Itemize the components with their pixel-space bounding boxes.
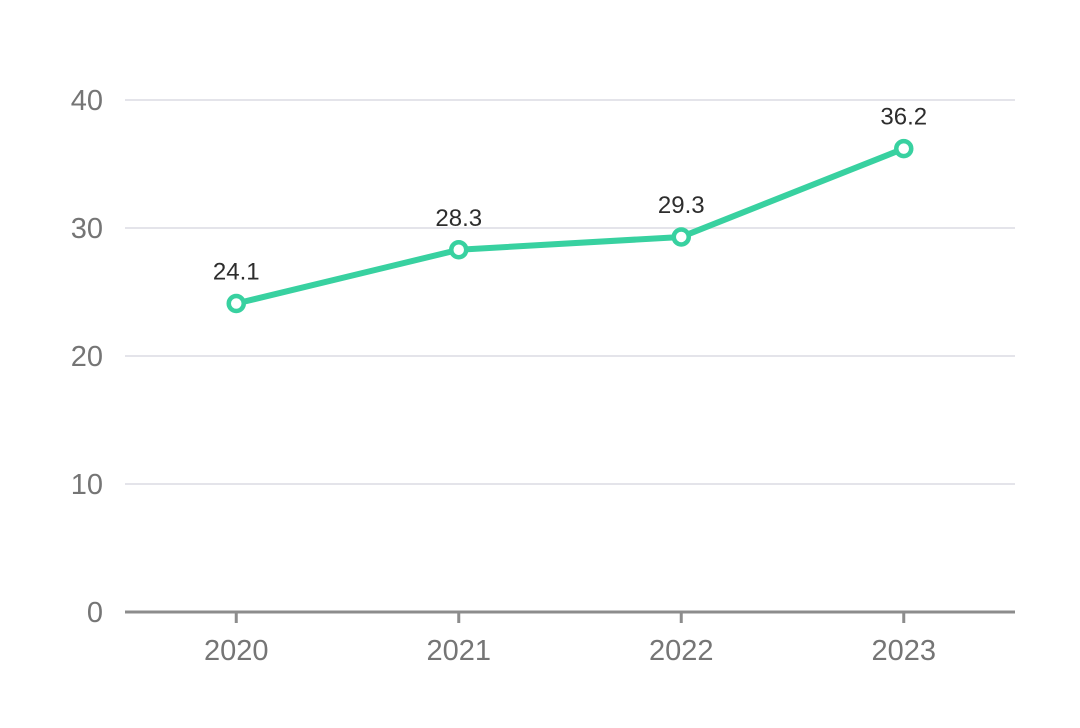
data-point-label: 36.2 — [880, 104, 927, 131]
data-point-marker[interactable] — [226, 293, 246, 314]
y-axis-tick-label: 10 — [71, 469, 103, 501]
y-axis-tick-label: 40 — [71, 85, 103, 117]
y-axis-tick-label: 30 — [71, 213, 103, 245]
data-point-label: 28.3 — [435, 205, 482, 232]
data-point-marker[interactable] — [671, 227, 691, 247]
x-axis-tick-label: 2021 — [426, 635, 491, 667]
y-axis-tick-label: 0 — [87, 597, 103, 629]
x-axis-tick-label: 2020 — [204, 635, 269, 667]
data-point-label: 24.1 — [213, 259, 260, 286]
x-axis-tick-label: 2022 — [649, 635, 714, 667]
y-axis-tick-label: 20 — [71, 341, 103, 373]
data-point-marker[interactable] — [894, 138, 914, 159]
x-axis-tick-label: 2023 — [871, 635, 936, 667]
series-line — [233, 145, 907, 307]
data-point-label: 29.3 — [658, 192, 705, 219]
data-point-marker[interactable] — [449, 240, 469, 260]
